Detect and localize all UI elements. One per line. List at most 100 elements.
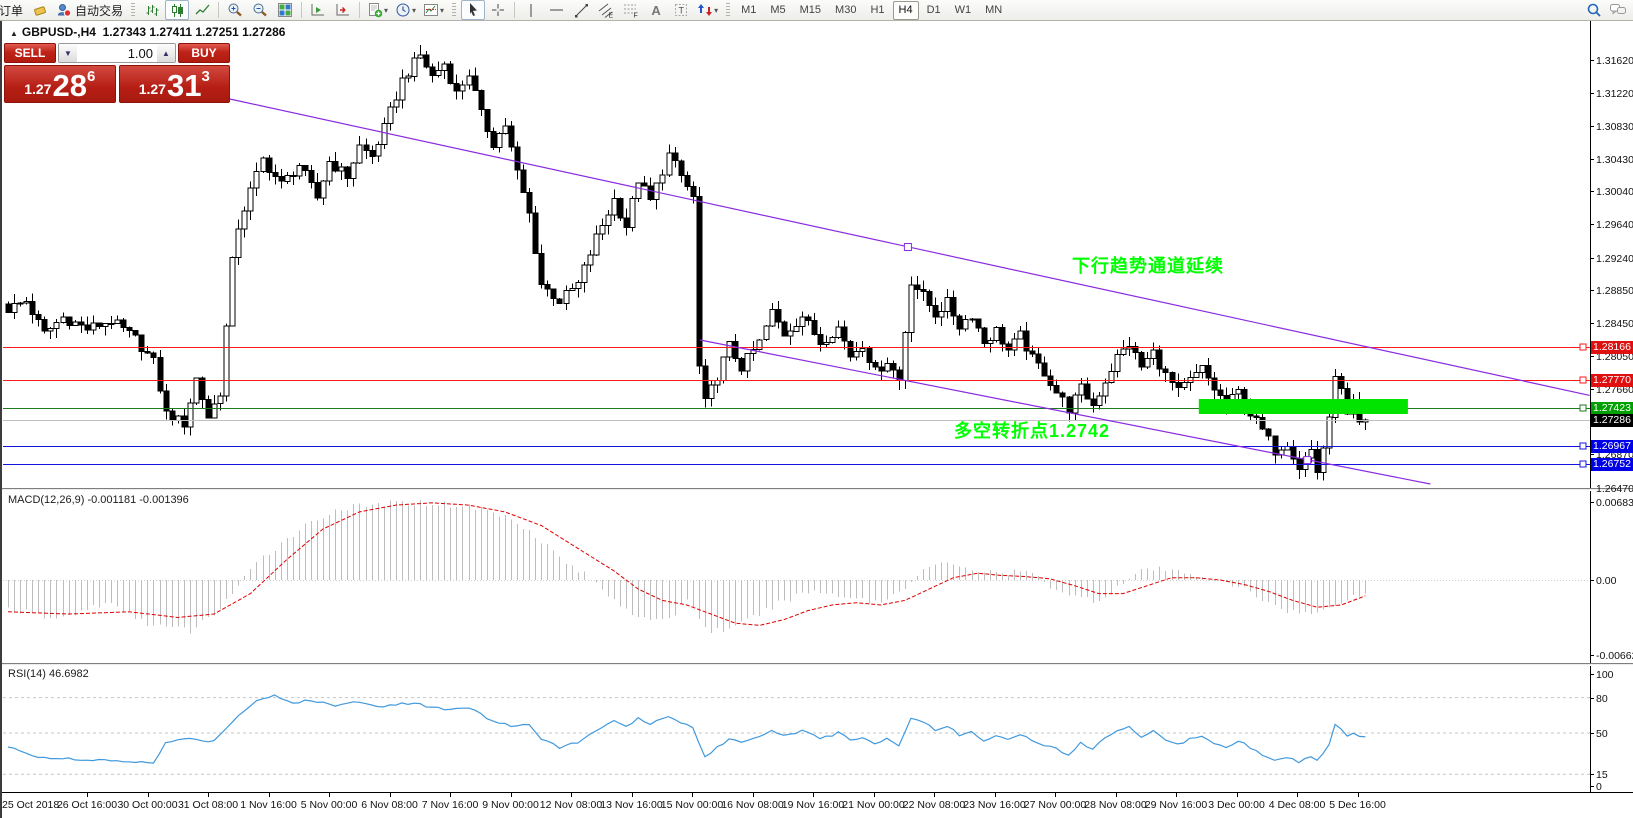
price-tag: 1.26752	[1591, 457, 1633, 471]
symbol-title: GBPUSD-,H4	[21, 25, 96, 39]
line-chart-mode-icon[interactable]	[190, 0, 214, 20]
price-axis-label: 1.26470	[1596, 482, 1633, 495]
trendline-tool-icon[interactable]	[569, 0, 593, 20]
timeframe-group: M1 M5 M15 M30 H1 H4 D1 W1 MN	[735, 0, 1008, 20]
date-axis-label: 16 Nov 08:00	[721, 799, 784, 811]
timeframe-H1[interactable]: H1	[870, 4, 885, 16]
date-axis-label: 1 Nov 16:00	[240, 799, 297, 811]
date-axis-label: 5 Dec 16:00	[1329, 799, 1386, 811]
zoom-out-icon[interactable]	[248, 0, 272, 20]
timeframe-H4[interactable]: H4	[892, 0, 919, 20]
rsi-axis-label: 0	[1596, 780, 1602, 793]
volume-decrease-button[interactable]: ▼	[59, 44, 77, 62]
autotrading-button[interactable]: 自动交易	[53, 0, 126, 20]
date-axis-label: 4 Dec 08:00	[1268, 799, 1326, 811]
annotation-channel[interactable]: 下行趋势通道延续	[1072, 256, 1224, 276]
price-axis-label: 1.28850	[1596, 284, 1633, 297]
autotrading-icon	[57, 4, 72, 17]
auto-scroll-icon[interactable]	[331, 0, 355, 20]
rsi-axis-label: 15	[1596, 768, 1608, 781]
macd-label: MACD(12,26,9) -0.001181 -0.001396	[8, 494, 189, 506]
date-axis-label: 6 Nov 08:00	[361, 799, 418, 811]
date-axis-label: 29 Nov 16:00	[1144, 799, 1208, 811]
date-axis-label: 21 Nov 00:00	[842, 799, 905, 811]
clock-icon	[396, 3, 410, 17]
price-axis-label: 1.30040	[1596, 185, 1633, 198]
sell-button[interactable]: SELL	[4, 43, 56, 63]
new-chart-button[interactable]: ▾	[364, 0, 391, 20]
orders-button[interactable]: 订单	[0, 0, 27, 20]
macd-axis-label: 0.00	[1596, 574, 1617, 587]
new-order-icon[interactable]	[28, 0, 52, 20]
indicators-icon	[424, 4, 439, 16]
volume-increase-button[interactable]: ▲	[157, 44, 175, 62]
search-icon[interactable]	[1582, 0, 1606, 20]
equidistant-channel-tool-icon[interactable]: E	[594, 0, 618, 20]
toolbar-drag-handle[interactable]	[131, 2, 136, 18]
bar-chart-mode-icon[interactable]	[140, 0, 164, 20]
price-axis-label: 1.30430	[1596, 153, 1633, 166]
date-axis-label: 15 Nov 00:00	[660, 799, 724, 811]
buy-button[interactable]: BUY	[178, 43, 230, 63]
svg-text:T: T	[679, 6, 685, 16]
date-axis-label: 25 Oct 2018	[2, 799, 60, 811]
timeframe-M30[interactable]: M30	[835, 4, 857, 16]
timeframe-M1[interactable]: M1	[741, 4, 757, 16]
price-axis-label: 1.28050	[1596, 350, 1633, 363]
zoom-in-icon[interactable]	[223, 0, 247, 20]
orders-label: 订单	[0, 3, 23, 18]
toolbar-drag-handle[interactable]	[452, 2, 457, 18]
chart-shift-icon[interactable]	[306, 0, 330, 20]
buy-price[interactable]: 1.27 31 3	[118, 65, 230, 103]
price-tag: 1.28166	[1591, 340, 1633, 354]
date-axis-label: 12 Nov 08:00	[539, 799, 603, 811]
dropdown-caret-icon: ▾	[714, 5, 719, 15]
candlestick-mode-icon[interactable]	[165, 0, 190, 20]
ohlc-values: 1.27343 1.27411 1.27251 1.27286	[102, 25, 286, 39]
timeframe-M15[interactable]: M15	[799, 4, 822, 16]
pane-separator[interactable]	[0, 663, 1633, 666]
text-tool-icon[interactable]: A	[651, 2, 661, 18]
timeframe-MN[interactable]: MN	[985, 4, 1003, 16]
price-axis-label: 1.29640	[1596, 218, 1633, 231]
profiles-button[interactable]: ▾	[392, 0, 419, 20]
toolbar: 订单 自动交易 ▾ ▾ ▾ E F A T ▾ M1 M5 M15 M30 H1 H4 D1…	[0, 0, 1633, 21]
collapse-arrow-icon[interactable]: ▲	[10, 29, 18, 38]
volume-input[interactable]	[77, 44, 157, 62]
date-axis-label: 7 Nov 16:00	[421, 799, 479, 811]
fibonacci-tool-icon[interactable]: F	[619, 0, 643, 20]
indicators-button[interactable]: ▾	[420, 0, 447, 20]
autotrading-label: 自动交易	[75, 3, 124, 18]
timeframe-M5[interactable]: M5	[770, 4, 786, 16]
date-axis-label: 27 Nov 00:00	[1023, 799, 1087, 811]
chat-icon[interactable]	[1606, 0, 1630, 20]
price-tag: 1.27286	[1591, 413, 1633, 427]
date-axis-label: 13 Nov 16:00	[600, 799, 663, 811]
arrows-tool-icon[interactable]: ▾	[694, 0, 721, 20]
dropdown-caret-icon: ▾	[412, 5, 417, 15]
annotation-pivot[interactable]: 多空转折点1.2742	[954, 421, 1111, 441]
date-axis-label: 30 Oct 00:00	[117, 799, 178, 811]
date-axis-label: 28 Nov 08:00	[1084, 799, 1147, 811]
pane-separator[interactable]	[0, 488, 1633, 491]
svg-text:F: F	[634, 13, 638, 19]
timeframe-W1[interactable]: W1	[954, 4, 972, 16]
price-axis-label: 1.30830	[1596, 120, 1633, 133]
toolbar-drag-handle[interactable]	[726, 2, 731, 18]
horizontal-line-tool-icon[interactable]	[544, 0, 568, 20]
cursor-tool-icon[interactable]	[461, 0, 486, 20]
sell-price[interactable]: 1.27 28 6	[4, 65, 116, 103]
tile-windows-icon[interactable]	[273, 0, 297, 20]
volume-stepper: ▼ ▲	[58, 43, 176, 63]
date-axis-label: 3 Dec 00:00	[1208, 799, 1265, 811]
vertical-line-tool-icon[interactable]	[519, 0, 543, 20]
date-axis-label: 26 Oct 16:00	[56, 799, 118, 811]
text-label-tool-icon[interactable]: T	[669, 0, 693, 20]
timeframe-D1[interactable]: D1	[926, 4, 941, 16]
macd-axis-label: -0.006627	[1596, 649, 1633, 662]
macd-axis-label: 0.006831	[1596, 496, 1633, 509]
crosshair-tool-icon[interactable]	[486, 0, 510, 20]
